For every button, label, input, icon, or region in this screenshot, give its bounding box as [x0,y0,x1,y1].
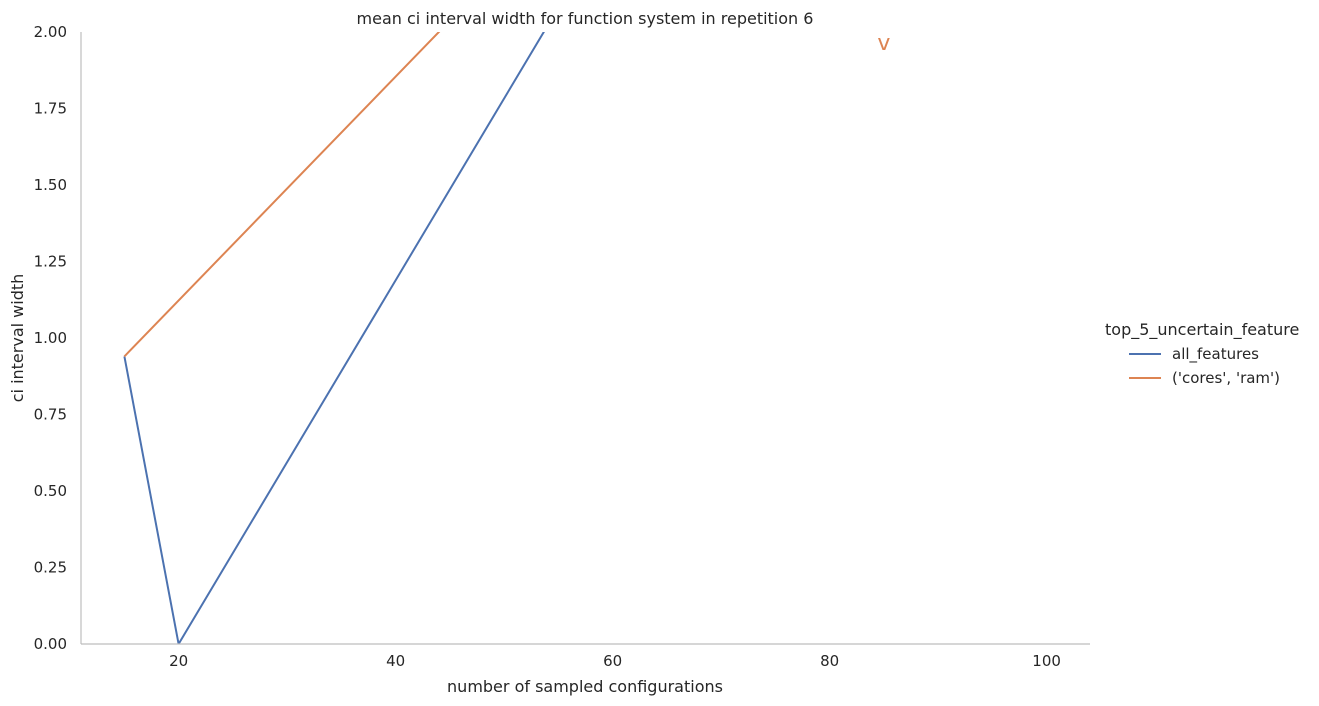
y-tick-label: 1.50 [34,176,67,194]
y-tick-label: 1.75 [34,100,67,118]
x-tick-label: 100 [1032,652,1061,670]
x-axis-label: number of sampled configurations [447,677,723,696]
y-axis-label: ci interval width [8,274,27,403]
x-tick-label: 60 [603,652,622,670]
y-axis-ticks: 0.00 0.25 0.50 0.75 1.00 1.25 1.50 1.75 2.00 [34,23,67,653]
y-tick-label: 1.00 [34,329,67,347]
legend-title: top_5_uncertain_feature [1105,320,1299,340]
y-tick-label: 1.25 [34,253,67,271]
y-tick-label: 0.25 [34,559,67,577]
plot-area [123,32,545,644]
y-tick-label: 0.00 [34,635,67,653]
annotation-0: v [877,31,890,56]
x-tick-label: 40 [386,652,405,670]
series-line-1 [123,32,441,358]
x-tick-label: 80 [820,652,839,670]
y-tick-label: 0.50 [34,482,67,500]
chart-title: mean ci interval width for function syst… [357,9,814,28]
y-tick-label: 0.75 [34,406,67,424]
y-tick-label: 2.00 [34,23,67,41]
legend-entry: all_features [1172,345,1259,364]
annotations: v [877,31,890,56]
legend-entry: ('cores', 'ram') [1172,369,1280,387]
series-line-0 [123,32,545,644]
x-axis-ticks: 20 40 60 80 100 [169,652,1061,670]
x-tick-label: 20 [169,652,188,670]
legend: top_5_uncertain_feature all_features ('co… [1105,320,1299,387]
